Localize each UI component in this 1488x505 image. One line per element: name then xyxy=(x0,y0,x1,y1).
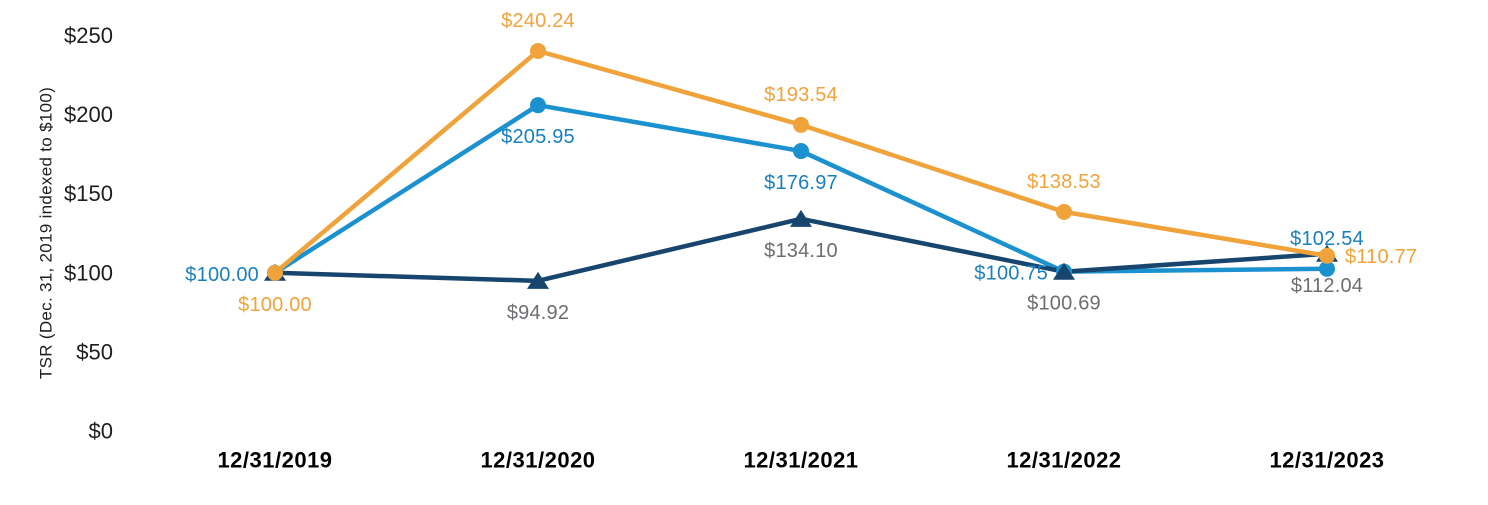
series-markers xyxy=(264,42,1338,289)
y-axis-title: TSR (Dec. 31, 2019 indexed to $100) xyxy=(37,87,56,379)
series-orange-point-label: $240.24 xyxy=(501,10,575,32)
series-orange-marker xyxy=(267,264,283,281)
series-orange-point-label: $193.54 xyxy=(764,84,838,106)
series-orange-point-label: $100.00 xyxy=(238,294,312,316)
series-dark-navy-point-label: $134.10 xyxy=(764,240,838,262)
y-tick-label: $50 xyxy=(76,339,113,364)
y-tick-label: $200 xyxy=(64,102,113,127)
series-orange-point-label: $138.53 xyxy=(1027,171,1101,193)
y-tick-label: $250 xyxy=(64,23,113,48)
data-point-labels: $100.00 $205.95 $176.97 $100.75 $102.54 $94.9… xyxy=(185,10,1417,324)
y-tick-label: $0 xyxy=(89,419,113,444)
x-axis-tick-labels: 12/31/2019 12/31/2020 12/31/2021 12/31/2022… xyxy=(217,448,1384,473)
x-tick-label: 12/31/2021 xyxy=(743,448,858,473)
series-light-blue-point-label: $100.00 xyxy=(185,264,259,286)
series-light-blue-point-label: $100.75 xyxy=(974,263,1048,285)
series-orange-marker xyxy=(1056,203,1072,220)
x-tick-label: 12/31/2022 xyxy=(1006,448,1121,473)
y-axis-tick-labels: $0 $50 $100 $150 $200 $250 xyxy=(64,23,113,444)
series-dark-navy-marker xyxy=(790,209,812,227)
x-tick-label: 12/31/2020 xyxy=(480,448,595,473)
series-light-blue-point-label: $176.97 xyxy=(764,172,838,194)
series-dark-navy-point-label: $100.69 xyxy=(1027,293,1101,315)
series-light-blue-point-label: $102.54 xyxy=(1290,228,1364,250)
y-tick-label: $150 xyxy=(64,181,113,206)
y-tick-label: $100 xyxy=(64,260,113,285)
series-light-blue-point-label: $205.95 xyxy=(501,126,575,148)
x-tick-label: 12/31/2019 xyxy=(217,448,332,473)
series-dark-navy-point-label: $112.04 xyxy=(1291,275,1363,297)
series-orange-marker xyxy=(530,42,546,59)
series-dark-navy-point-label: $94.92 xyxy=(507,302,569,324)
x-tick-label: 12/31/2023 xyxy=(1269,448,1384,473)
series-light-blue-marker xyxy=(793,143,809,160)
series-light-blue-marker xyxy=(1319,260,1335,277)
series-light-blue-marker xyxy=(530,97,546,114)
series-orange-point-label: $110.77 xyxy=(1345,246,1417,268)
series-orange-marker xyxy=(793,116,809,133)
series-orange-marker xyxy=(1319,247,1335,264)
series-dark-navy-marker xyxy=(527,271,549,289)
series-dark-navy-marker xyxy=(1053,262,1075,280)
